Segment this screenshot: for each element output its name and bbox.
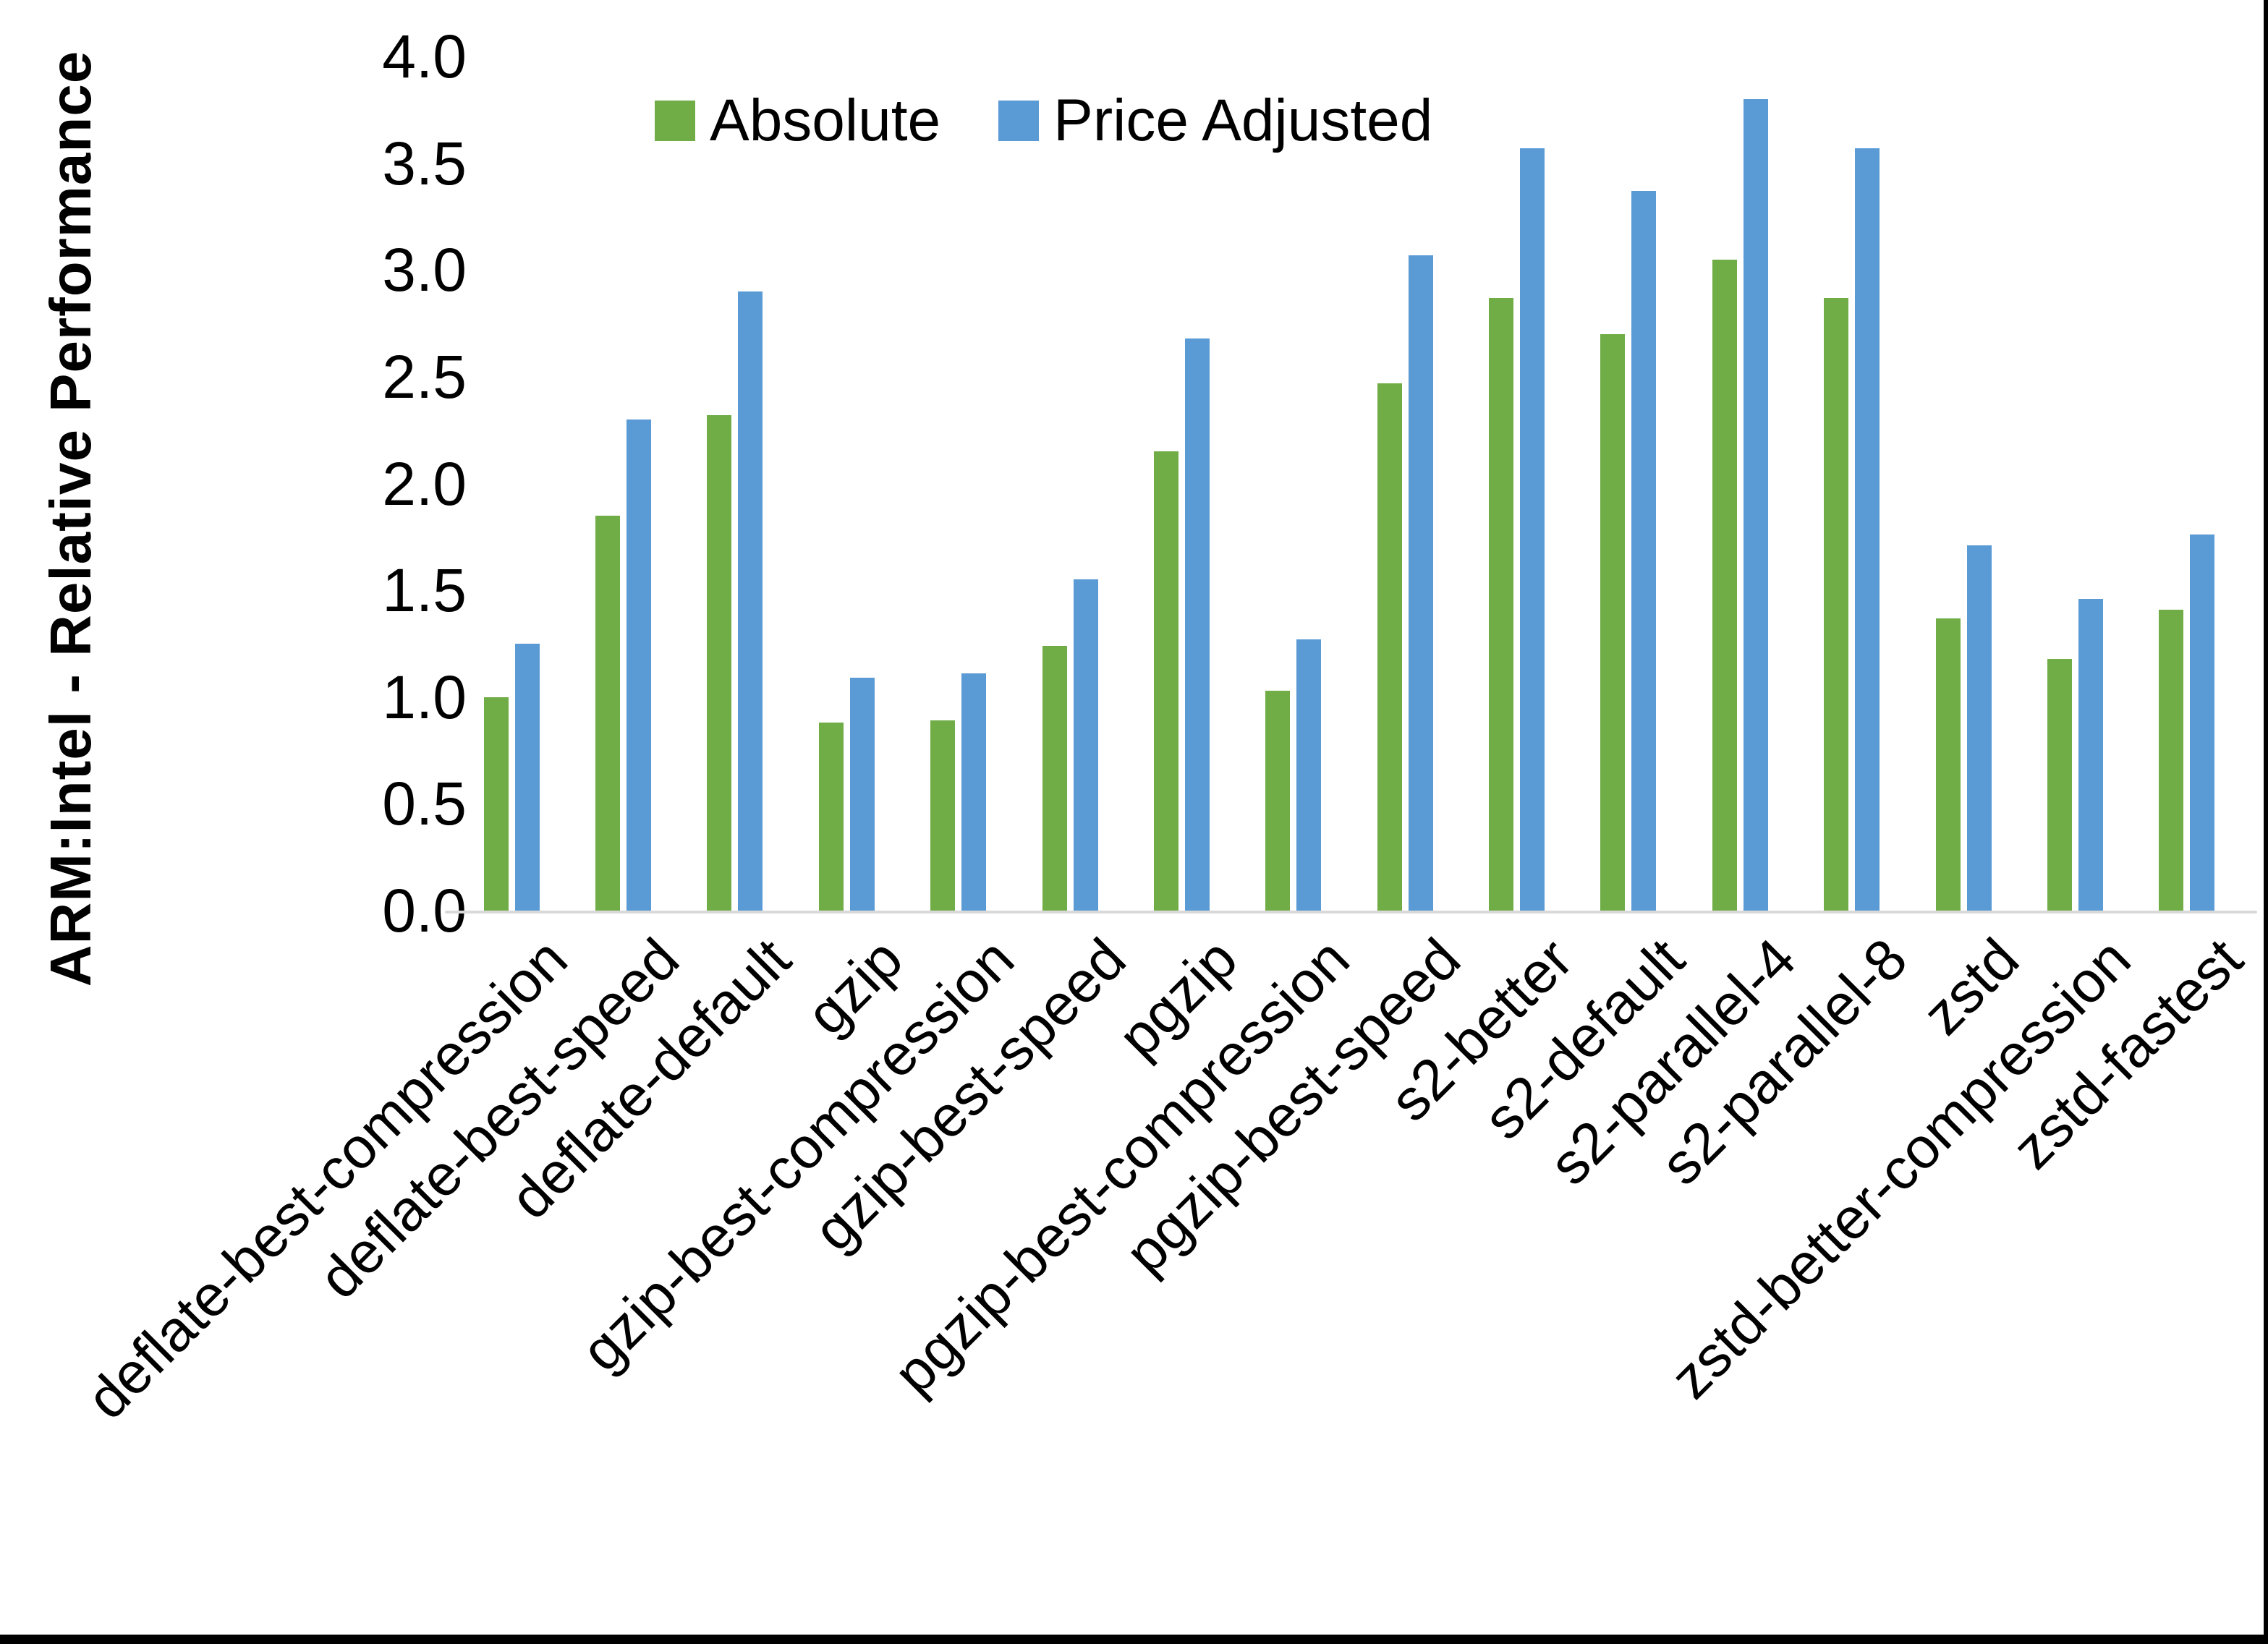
legend-item: Price Adjusted (998, 88, 1432, 153)
y-tick-label: 3.0 (382, 236, 467, 304)
bar-group (1796, 56, 1908, 911)
bar-group (1908, 56, 2019, 911)
bar (2159, 609, 2184, 911)
bar-group (456, 56, 567, 911)
bar-group (2131, 56, 2243, 911)
legend: Absolute Price Adjusted (655, 88, 1432, 153)
x-axis-line (445, 911, 2257, 913)
y-tick-label: 3.5 (382, 129, 467, 197)
bar-group (1573, 56, 1684, 911)
y-tick-label: 4.0 (382, 22, 467, 90)
bar (1408, 255, 1433, 911)
bar (961, 673, 987, 911)
bar (595, 515, 621, 911)
bar (849, 678, 875, 911)
category-label: deflate-default (497, 926, 803, 1232)
bar (818, 723, 844, 911)
bar-group (2019, 56, 2131, 911)
category-label: zstd-better-compression (1658, 926, 2143, 1411)
bar (1966, 545, 1992, 911)
bar (930, 720, 956, 911)
bar-group (1461, 56, 1572, 911)
bar-group (1684, 56, 1796, 911)
bar (1935, 618, 1961, 911)
y-tick-label: 0.5 (382, 770, 467, 838)
category-label: pgzip-best-speed (1113, 926, 1473, 1286)
page-border-bottom (0, 1635, 2268, 1644)
y-tick-label: 1.5 (382, 556, 467, 625)
category-label: s2-better (1377, 926, 1585, 1133)
bar (2047, 658, 2072, 911)
category-label: gzip (794, 926, 914, 1047)
legend-swatch (655, 101, 695, 141)
category-label: deflate-best-speed (306, 926, 692, 1311)
bar (1489, 297, 1514, 911)
y-tick-label: 0.0 (382, 877, 467, 945)
bar (1042, 645, 1067, 911)
bar (1743, 99, 1768, 911)
bar (1377, 383, 1402, 911)
category-label: pgzip (1105, 926, 1249, 1070)
bar (1712, 259, 1737, 911)
legend-label: Absolute (710, 88, 941, 153)
bar (1824, 297, 1849, 911)
bar (1265, 690, 1291, 911)
bar-group (1238, 56, 1349, 911)
category-label: s2-parallel-8 (1649, 926, 1920, 1197)
bar (1520, 148, 1545, 911)
category-label: zstd-fastest (2000, 926, 2255, 1181)
bar-group (903, 56, 1014, 911)
category-label: pgzip-best-compression (880, 926, 1362, 1407)
bar (1296, 639, 1322, 911)
bar (2190, 534, 2215, 911)
bar (627, 419, 652, 911)
bar (1600, 333, 1626, 911)
bar-group (1014, 56, 1126, 911)
category-label: s2-parallel-4 (1537, 926, 1808, 1197)
bar (1184, 338, 1210, 911)
bar (483, 697, 509, 911)
bar (707, 415, 732, 911)
category-label: deflate-best-compression (74, 926, 579, 1431)
bar (1631, 191, 1657, 911)
bar (514, 643, 540, 911)
bar (738, 291, 763, 911)
bar-group (1126, 56, 1237, 911)
y-tick-label: 2.0 (382, 449, 467, 518)
bar-group (791, 56, 902, 911)
legend-swatch (998, 101, 1040, 141)
legend-label: Price Adjusted (1053, 88, 1433, 153)
legend-item: Absolute (655, 88, 940, 153)
bar (1153, 451, 1178, 911)
y-tick-label: 1.0 (382, 663, 467, 731)
bar-group (567, 56, 679, 911)
category-label: gzip-best-compression (569, 926, 1027, 1384)
category-label: zstd (1910, 926, 2031, 1047)
bar (2078, 598, 2103, 911)
plot-area (456, 56, 2243, 911)
y-tick-label: 2.5 (382, 342, 467, 411)
y-axis-title: ARM:Intel - Relative Performance (38, 50, 103, 987)
bar (1073, 579, 1098, 911)
category-label: gzip-best-speed (801, 926, 1138, 1264)
page-border-right (2264, 0, 2268, 1644)
bar (1855, 148, 1880, 911)
bar-group (679, 56, 791, 911)
category-label: s2-default (1471, 926, 1696, 1151)
bar-group (1349, 56, 1461, 911)
